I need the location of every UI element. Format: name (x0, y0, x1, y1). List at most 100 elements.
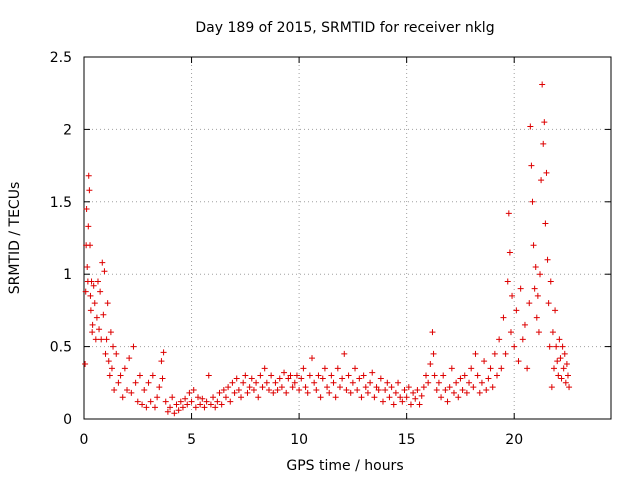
data-point (485, 375, 492, 382)
data-point (151, 404, 158, 411)
data-point (540, 140, 547, 147)
data-point (526, 300, 533, 307)
data-point (111, 387, 118, 394)
data-point (347, 389, 354, 396)
data-point (448, 365, 455, 372)
data-point (388, 384, 395, 391)
data-point (405, 384, 412, 391)
data-point (257, 372, 264, 379)
data-point (562, 379, 569, 386)
data-point (412, 395, 419, 402)
data-point (407, 401, 414, 408)
data-point (379, 398, 386, 405)
data-point (418, 392, 425, 399)
data-point (430, 350, 437, 357)
data-point (141, 387, 148, 394)
data-point (330, 379, 337, 386)
data-point (554, 358, 561, 365)
data-point (248, 375, 255, 382)
data-point (442, 387, 449, 394)
data-point (82, 288, 89, 295)
data-point (231, 389, 238, 396)
data-point (478, 379, 485, 386)
data-point (201, 404, 208, 411)
data-point (481, 358, 488, 365)
data-point (339, 375, 346, 382)
data-point (190, 387, 197, 394)
data-point (87, 307, 94, 314)
data-point (293, 372, 300, 379)
data-point (463, 389, 470, 396)
data-point (461, 372, 468, 379)
data-point (270, 389, 277, 396)
data-point (506, 249, 513, 256)
data-point (227, 398, 234, 405)
data-point (455, 394, 462, 401)
y-tick-label: 0 (63, 412, 72, 428)
data-point (435, 379, 442, 386)
data-point (291, 379, 298, 386)
data-point (149, 372, 156, 379)
data-point (375, 387, 382, 394)
data-point (96, 326, 103, 333)
data-point (296, 387, 303, 394)
data-point (207, 401, 214, 408)
data-point (212, 404, 219, 411)
data-point (542, 220, 549, 227)
data-point (130, 343, 137, 350)
data-point (517, 285, 524, 292)
data-point (556, 336, 563, 343)
data-point (438, 394, 445, 401)
data-point (103, 336, 110, 343)
y-tick-label: 1.5 (50, 195, 72, 211)
data-point (85, 223, 92, 230)
data-point (311, 379, 318, 386)
data-point (369, 369, 376, 376)
data-point (358, 394, 365, 401)
data-point (306, 372, 313, 379)
data-point (371, 394, 378, 401)
data-point (89, 329, 96, 336)
data-point (302, 384, 309, 391)
data-point (352, 365, 359, 372)
data-point (401, 387, 408, 394)
data-point (205, 372, 212, 379)
data-point (298, 375, 305, 382)
data-point (382, 387, 389, 394)
data-point (192, 404, 199, 411)
data-point (377, 375, 384, 382)
data-point (110, 343, 117, 350)
data-point (222, 394, 229, 401)
data-point (195, 394, 202, 401)
data-point (139, 401, 146, 408)
data-point (334, 365, 341, 372)
data-point (210, 394, 217, 401)
x-tick-label: 15 (398, 432, 416, 448)
data-point (324, 384, 331, 391)
data-point (143, 404, 150, 411)
data-point (220, 387, 227, 394)
data-point (529, 198, 536, 205)
data-point (519, 336, 526, 343)
data-point (531, 285, 538, 292)
data-point (87, 292, 94, 299)
data-point (543, 169, 550, 176)
data-point (457, 375, 464, 382)
data-point (158, 358, 165, 365)
data-point (276, 375, 283, 382)
data-point (539, 81, 546, 88)
data-point (453, 379, 460, 386)
data-point (555, 372, 562, 379)
data-point (167, 404, 174, 411)
data-point (83, 206, 90, 213)
data-point (145, 379, 152, 386)
data-point (238, 394, 245, 401)
data-point (538, 177, 545, 184)
data-point (309, 355, 316, 362)
data-point (500, 314, 507, 321)
data-point (433, 387, 440, 394)
x-tick-label: 0 (80, 432, 89, 448)
data-point (362, 384, 369, 391)
data-point (101, 268, 108, 275)
data-points (82, 81, 573, 417)
